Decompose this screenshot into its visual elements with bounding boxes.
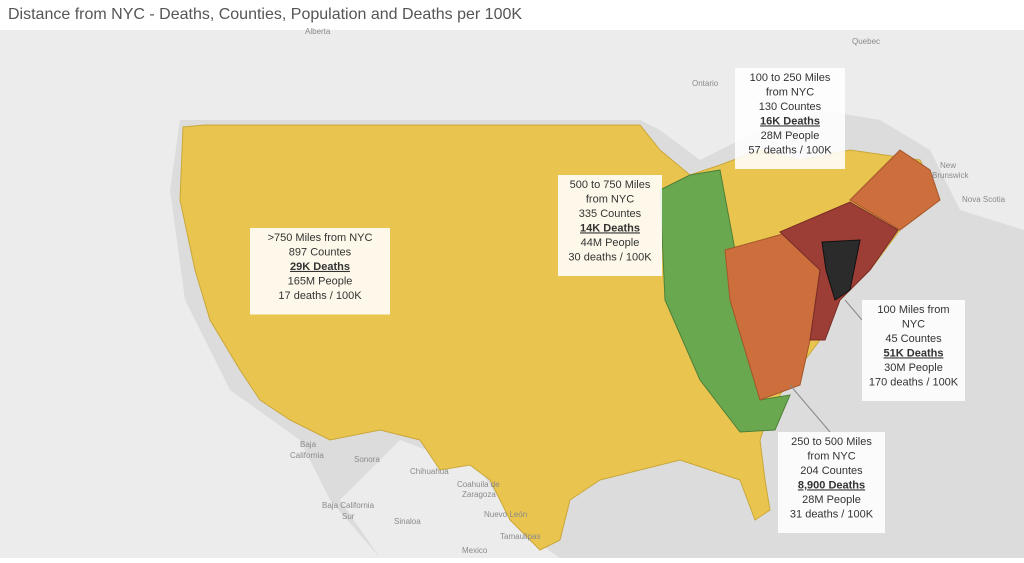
place-label: Brunswick [932, 171, 969, 180]
annotation-people: 165M People [288, 275, 353, 287]
annotation-counties: 45 Countes [885, 333, 942, 345]
land [0, 30, 1024, 558]
annotation-heading: 100 Miles from [877, 304, 949, 316]
place-label: Baja [300, 440, 317, 449]
box-background [250, 228, 390, 315]
title-bar [0, 0, 1024, 30]
place-label: Chihuahua [410, 467, 449, 476]
annotation-heading: >750 Miles from NYC [268, 232, 373, 244]
place-label: Coahuila de [457, 480, 500, 489]
annotation-counties: 204 Countes [800, 465, 863, 477]
annotation-people: 28M People [761, 130, 820, 142]
place-label: Alberta [305, 27, 331, 36]
box-background [778, 432, 885, 533]
annotation-counties: 130 Countes [759, 101, 822, 113]
annotation-people: 30M People [884, 362, 943, 374]
place-label: Quebec [852, 37, 880, 46]
annotation-box: 100 Miles from NYC 45 Countes 51K Deaths 30M… [862, 300, 965, 401]
annotation-rate: 170 deaths / 100K [869, 376, 959, 388]
annotation-deaths: 51K Deaths [884, 347, 944, 359]
annotation-box: >750 Miles from NYC 897 Countes 29K Deaths… [250, 228, 390, 315]
annotation-deaths: 29K Deaths [290, 261, 350, 273]
region-500-750 [659, 169, 791, 433]
place-label: Baja California [322, 501, 375, 510]
annotation-counties: 335 Countes [579, 208, 642, 220]
region-under-100 [821, 239, 861, 301]
place-label: Mexico [462, 546, 488, 555]
annotation-rate: 17 deaths / 100K [278, 290, 362, 302]
annotation-heading: from NYC [586, 193, 634, 205]
land-mexico [340, 440, 560, 558]
annotation-box: 250 to 500 Miles from NYC 204 Countes 8,900… [778, 432, 885, 533]
place-label: Sur [342, 512, 355, 521]
annotation-heading: from NYC [807, 450, 855, 462]
annotation-deaths: 8,900 Deaths [798, 479, 865, 491]
place-label: Ontario [692, 79, 719, 88]
annotation-heading: NYC [902, 318, 925, 330]
annotation-box: 500 to 750 Miles from NYC 335 Countes 14K D… [558, 175, 662, 276]
annotation-heading: 500 to 750 Miles [570, 179, 651, 191]
annotation-rate: 30 deaths / 100K [568, 251, 652, 263]
title: Distance from NYC - Deaths, Counties, Po… [8, 6, 522, 23]
annotation-rate: 57 deaths / 100K [748, 144, 832, 156]
annotation-heading: 100 to 250 Miles [750, 72, 831, 84]
place-label: California [290, 451, 324, 460]
annotation-deaths: 16K Deaths [760, 115, 820, 127]
place-label: Tamaulipas [500, 532, 540, 541]
region-250-500-maine [849, 149, 941, 231]
annotation-heading: 250 to 500 Miles [791, 436, 872, 448]
annotation-heading: from NYC [766, 86, 814, 98]
annotation-rate: 31 deaths / 100K [790, 508, 874, 520]
box-background [558, 175, 662, 276]
place-label: New [940, 161, 956, 170]
annotation-people: 44M People [581, 237, 640, 249]
annotations: 100 to 250 Miles from NYC 130 Countes 16K D… [250, 68, 965, 533]
place-label: Zaragoza [462, 490, 496, 499]
place-label: Nova Scotia [962, 195, 1006, 204]
leader-line [789, 384, 831, 433]
leader-line [844, 299, 863, 321]
box-background [735, 68, 845, 169]
box-background [862, 300, 965, 401]
annotation-counties: 897 Countes [289, 246, 352, 258]
annotation-box: 100 to 250 Miles from NYC 130 Countes 16K D… [735, 68, 845, 169]
annotation-people: 28M People [802, 494, 861, 506]
annotation-deaths: 14K Deaths [580, 222, 640, 234]
place-label: Sinaloa [394, 517, 421, 526]
place-label: Nuevo León [484, 510, 527, 519]
place-label: Sonora [354, 455, 380, 464]
